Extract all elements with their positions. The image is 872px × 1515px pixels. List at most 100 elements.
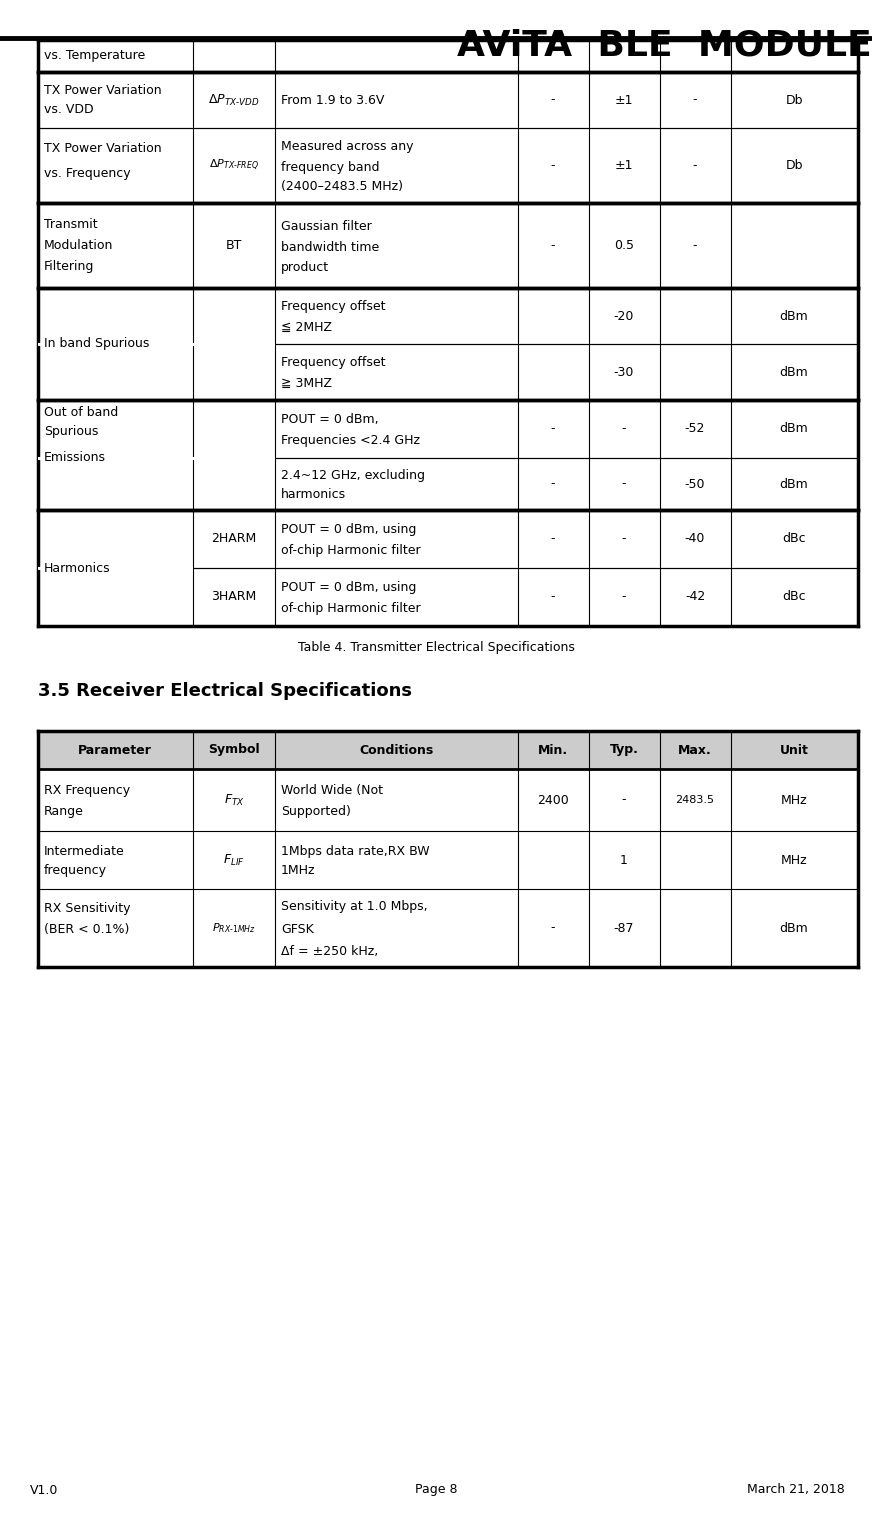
Bar <box>38 458 275 461</box>
Text: vs. Frequency: vs. Frequency <box>44 167 131 179</box>
Text: $F_{TX}$: $F_{TX}$ <box>223 792 244 807</box>
Text: dBm: dBm <box>780 309 808 323</box>
Text: Measured across any: Measured across any <box>281 141 413 153</box>
Text: of-chip Harmonic filter: of-chip Harmonic filter <box>281 601 420 615</box>
Text: TX Power Variation: TX Power Variation <box>44 83 161 97</box>
Text: dBc: dBc <box>782 591 806 603</box>
Text: BT: BT <box>226 239 242 251</box>
Text: harmonics: harmonics <box>281 488 346 501</box>
Text: Table 4. Transmitter Electrical Specifications: Table 4. Transmitter Electrical Specific… <box>297 641 575 654</box>
Text: Spurious: Spurious <box>44 426 99 438</box>
Text: dBm: dBm <box>780 921 808 935</box>
Text: dBm: dBm <box>780 423 808 435</box>
Text: 2.4~12 GHz, excluding: 2.4~12 GHz, excluding <box>281 468 425 482</box>
Text: vs. Temperature: vs. Temperature <box>44 50 146 62</box>
Text: ±1: ±1 <box>615 94 633 106</box>
Text: (BER < 0.1%): (BER < 0.1%) <box>44 923 129 936</box>
Text: RX Frequency: RX Frequency <box>44 785 130 797</box>
Text: Sensitivity at 1.0 Mbps,: Sensitivity at 1.0 Mbps, <box>281 900 427 912</box>
Text: March 21, 2018: March 21, 2018 <box>747 1483 845 1497</box>
Text: vs. VDD: vs. VDD <box>44 103 93 117</box>
Text: TX Power Variation: TX Power Variation <box>44 142 161 156</box>
Text: Max.: Max. <box>678 744 712 756</box>
Text: frequency: frequency <box>44 864 107 877</box>
Bar <box>38 732 858 770</box>
Text: -: - <box>551 921 555 935</box>
Text: GFSK: GFSK <box>281 923 314 936</box>
Text: product: product <box>281 261 329 274</box>
Text: 2483.5: 2483.5 <box>676 795 714 804</box>
Text: RX Sensitivity: RX Sensitivity <box>44 901 131 915</box>
Text: World Wide (Not: World Wide (Not <box>281 785 383 797</box>
Text: frequency band: frequency band <box>281 161 379 174</box>
Text: Symbol: Symbol <box>208 744 260 756</box>
Text: Db: Db <box>786 159 803 173</box>
Text: Unit: Unit <box>780 744 808 756</box>
Text: From 1.9 to 3.6V: From 1.9 to 3.6V <box>281 94 385 106</box>
Text: -: - <box>692 159 698 173</box>
Text: (2400–2483.5 MHz): (2400–2483.5 MHz) <box>281 180 403 192</box>
Text: Frequency offset: Frequency offset <box>281 300 385 314</box>
Text: ≦ 2MHZ: ≦ 2MHZ <box>281 321 332 333</box>
Text: $P_{RX\text{-}1MHz}$: $P_{RX\text{-}1MHz}$ <box>212 921 256 935</box>
Text: Emissions: Emissions <box>44 450 106 464</box>
Text: 0.5: 0.5 <box>614 239 634 251</box>
Text: Db: Db <box>786 94 803 106</box>
Text: Parameter: Parameter <box>78 744 152 756</box>
Text: POUT = 0 dBm, using: POUT = 0 dBm, using <box>281 523 416 536</box>
Text: 2HARM: 2HARM <box>211 532 256 545</box>
Bar <box>38 567 193 570</box>
Text: ±1: ±1 <box>615 159 633 173</box>
Text: -42: -42 <box>685 591 705 603</box>
Text: 3.5 Receiver Electrical Specifications: 3.5 Receiver Electrical Specifications <box>38 682 412 700</box>
Text: $\Delta P_{TX\text{-}VDD}$: $\Delta P_{TX\text{-}VDD}$ <box>208 92 260 108</box>
Text: POUT = 0 dBm, using: POUT = 0 dBm, using <box>281 580 416 594</box>
Text: Δf = ±250 kHz,: Δf = ±250 kHz, <box>281 945 378 957</box>
Text: $\Delta P_{TX\text{-}FREQ}$: $\Delta P_{TX\text{-}FREQ}$ <box>209 158 259 173</box>
Text: V1.0: V1.0 <box>30 1483 58 1497</box>
Bar <box>38 342 275 345</box>
Text: -: - <box>622 477 626 491</box>
Text: ≧ 3MHZ: ≧ 3MHZ <box>281 377 332 389</box>
Text: dBm: dBm <box>780 477 808 491</box>
Text: -: - <box>551 94 555 106</box>
Text: $F_{LIF}$: $F_{LIF}$ <box>223 853 245 868</box>
Text: Typ.: Typ. <box>610 744 638 756</box>
Text: Transmit: Transmit <box>44 218 98 230</box>
Text: MHz: MHz <box>780 853 807 867</box>
Text: -: - <box>551 591 555 603</box>
Text: -: - <box>551 239 555 251</box>
Text: of-chip Harmonic filter: of-chip Harmonic filter <box>281 544 420 558</box>
Text: Frequency offset: Frequency offset <box>281 356 385 370</box>
Text: Modulation: Modulation <box>44 239 113 251</box>
Text: 3HARM: 3HARM <box>211 591 256 603</box>
Text: Supported): Supported) <box>281 804 351 818</box>
Text: -52: -52 <box>685 423 705 435</box>
Text: -: - <box>551 423 555 435</box>
Text: Page 8: Page 8 <box>415 1483 457 1497</box>
Text: 1MHz: 1MHz <box>281 864 316 877</box>
Text: Frequencies <2.4 GHz: Frequencies <2.4 GHz <box>281 435 420 447</box>
Text: POUT = 0 dBm,: POUT = 0 dBm, <box>281 412 378 426</box>
Text: 1: 1 <box>620 853 628 867</box>
Text: -30: -30 <box>614 365 634 379</box>
Text: -: - <box>622 532 626 545</box>
Text: -: - <box>692 239 698 251</box>
Text: AViTA  BLE  MODULE: AViTA BLE MODULE <box>457 27 872 62</box>
Text: -: - <box>622 591 626 603</box>
Text: bandwidth time: bandwidth time <box>281 241 379 253</box>
Text: -20: -20 <box>614 309 634 323</box>
Text: Conditions: Conditions <box>359 744 433 756</box>
Text: -40: -40 <box>685 532 705 545</box>
Text: -: - <box>551 532 555 545</box>
Text: In band Spurious: In band Spurious <box>44 338 149 350</box>
Text: -: - <box>622 794 626 806</box>
Text: 2400: 2400 <box>537 794 569 806</box>
Text: Out of band: Out of band <box>44 406 119 420</box>
Text: MHz: MHz <box>780 794 807 806</box>
Text: Intermediate: Intermediate <box>44 845 125 857</box>
Text: 1Mbps data rate,RX BW: 1Mbps data rate,RX BW <box>281 845 430 857</box>
Text: Harmonics: Harmonics <box>44 562 111 574</box>
Text: Range: Range <box>44 804 84 818</box>
Text: -: - <box>551 159 555 173</box>
